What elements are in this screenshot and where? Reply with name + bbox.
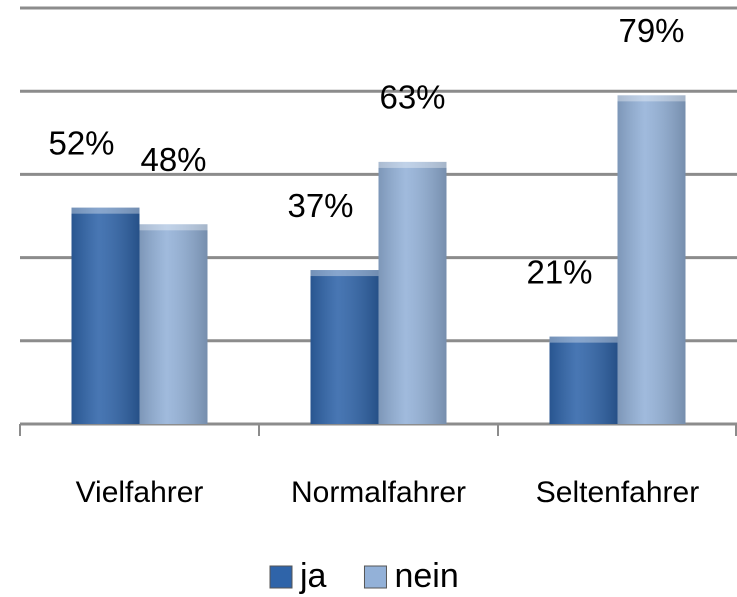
bar-shade bbox=[71, 207, 140, 424]
bar-cap bbox=[310, 270, 379, 277]
bar-shade bbox=[549, 336, 618, 424]
legend-swatch bbox=[269, 565, 293, 589]
bar-cap bbox=[549, 336, 618, 343]
bar-shade bbox=[139, 224, 208, 424]
bar-shade bbox=[378, 161, 447, 425]
bar-shade bbox=[617, 95, 686, 425]
bar-cap bbox=[617, 95, 686, 102]
x-tick-label: Normalfahrer bbox=[291, 476, 466, 509]
data-label: 52% bbox=[48, 124, 114, 161]
data-label: 79% bbox=[618, 12, 684, 49]
x-tick-label: Vielfahrer bbox=[76, 476, 204, 509]
bar-shade bbox=[310, 270, 379, 424]
legend-label: nein bbox=[394, 557, 458, 595]
legend-label: ja bbox=[299, 557, 327, 595]
data-label: 48% bbox=[140, 141, 206, 178]
data-label: 63% bbox=[379, 79, 445, 116]
bar-cap bbox=[139, 224, 208, 231]
legend-swatch bbox=[363, 565, 387, 589]
bar-cap bbox=[71, 207, 140, 214]
data-label: 21% bbox=[526, 253, 592, 290]
x-tick-label: Seltenfahrer bbox=[536, 476, 699, 509]
bar-cap bbox=[378, 161, 447, 168]
data-label: 37% bbox=[287, 187, 353, 224]
